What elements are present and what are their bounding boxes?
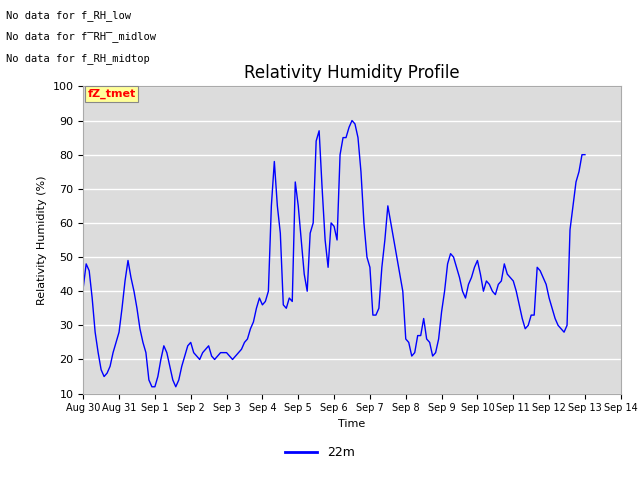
X-axis label: Time: Time [339, 419, 365, 429]
Text: No data for f̅RH̅_midlow: No data for f̅RH̅_midlow [6, 31, 156, 42]
Text: No data for f_RH_midtop: No data for f_RH_midtop [6, 53, 150, 64]
Text: No data for f_RH_low: No data for f_RH_low [6, 10, 131, 21]
Title: Relativity Humidity Profile: Relativity Humidity Profile [244, 64, 460, 82]
Y-axis label: Relativity Humidity (%): Relativity Humidity (%) [37, 175, 47, 305]
Legend: 22m: 22m [280, 441, 360, 464]
Text: fZ_tmet: fZ_tmet [88, 89, 136, 99]
